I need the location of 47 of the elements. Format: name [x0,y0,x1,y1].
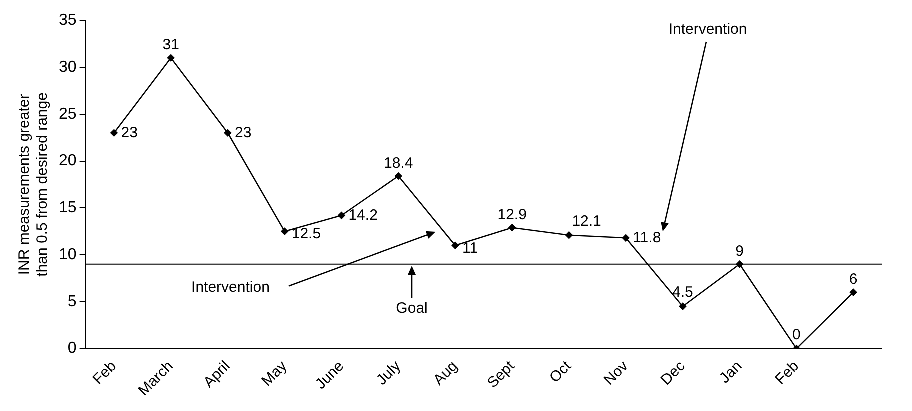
data-label: 18.4 [384,154,414,172]
data-label: 31 [162,36,180,54]
point [167,54,175,62]
point [508,224,516,232]
point [679,302,687,310]
point [452,242,460,250]
x-tick-label: July [373,358,405,389]
y-axis-title: INR measurements greater than 0.5 from desired range [16,92,52,277]
data-label: 6 [849,271,858,288]
x-tick-label: May [258,358,291,390]
data-label: 4.5 [672,284,694,302]
y-tick-label: 20 [59,152,77,170]
point [110,129,118,137]
data-label: 12.1 [572,212,602,230]
data-label: 11 [462,240,478,257]
x-tick-label: Feb [90,358,120,388]
data-label: 14.2 [348,206,378,224]
y-tick-label: 5 [68,293,77,310]
point [622,234,630,242]
annotation: Intervention [668,21,748,38]
point [394,172,402,180]
data-label: 9 [736,243,744,260]
y-tick-label: 15 [59,200,77,217]
data-label: 23 [121,124,138,142]
x-tick-label: Feb [772,358,802,388]
y-tick-label: 10 [59,246,77,264]
data-label: 23 [234,124,252,142]
x-tick-label: Dec [658,358,690,389]
data-label: 11.8 [633,229,662,246]
annotation: Goal [396,300,428,318]
y-tick-label: 30 [59,58,77,76]
data-label: 0 [792,326,801,344]
point [850,288,858,296]
point [566,232,573,239]
x-tick-label: Aug [430,358,462,389]
x-tick-label: Oct [546,357,576,386]
point [281,228,288,236]
y-tick-label: 25 [59,106,77,123]
y-tick-label: 0 [68,340,77,358]
x-tick-label: Nov [600,358,632,389]
data-label: 12.9 [498,206,527,224]
y-tick-label: 35 [59,12,77,30]
point [338,212,346,220]
annotation: Intervention [192,278,270,296]
x-tick-label: Jan [716,358,746,388]
point [224,129,232,137]
data-label: 12.5 [292,226,322,243]
